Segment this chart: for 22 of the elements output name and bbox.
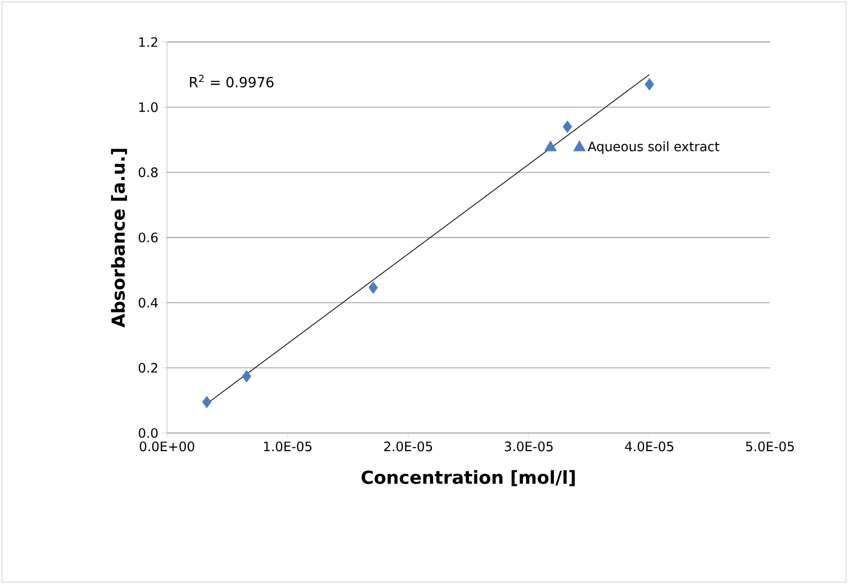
x-axis-title: Concentration [mol/l] [362, 470, 575, 486]
y-tick-label: 1.2 [139, 37, 158, 47]
point [368, 282, 378, 294]
y-tick-label: 0.4 [138, 298, 158, 308]
y-tick-label: 1.0 [139, 102, 158, 112]
y-axis-title: Absorbance [a.u.] [111, 148, 128, 328]
y-tick-label: 0.0 [138, 428, 158, 438]
point [562, 120, 572, 133]
y-tick-label: 0.2 [138, 362, 158, 373]
y-tick-label: 0.8 [138, 167, 158, 178]
series-label: Aqueous soil extract [588, 141, 720, 154]
x-tick-label: 1.0E-05 [264, 442, 312, 452]
annotation: R$^{2}$ = 0.9976 [190, 74, 274, 88]
x-tick-label: 3.0E-05 [504, 442, 553, 452]
point [202, 396, 212, 408]
y-tick-label: 0.6 [138, 232, 158, 242]
x-tick-label: 4.0E-05 [625, 442, 674, 452]
point [644, 78, 654, 91]
x-tick-label: 0.0E+00 [140, 442, 194, 452]
point [242, 370, 252, 382]
x-tick-label: 2.0E-05 [384, 442, 432, 452]
x-tick-label: 5.0E-05 [746, 442, 794, 452]
